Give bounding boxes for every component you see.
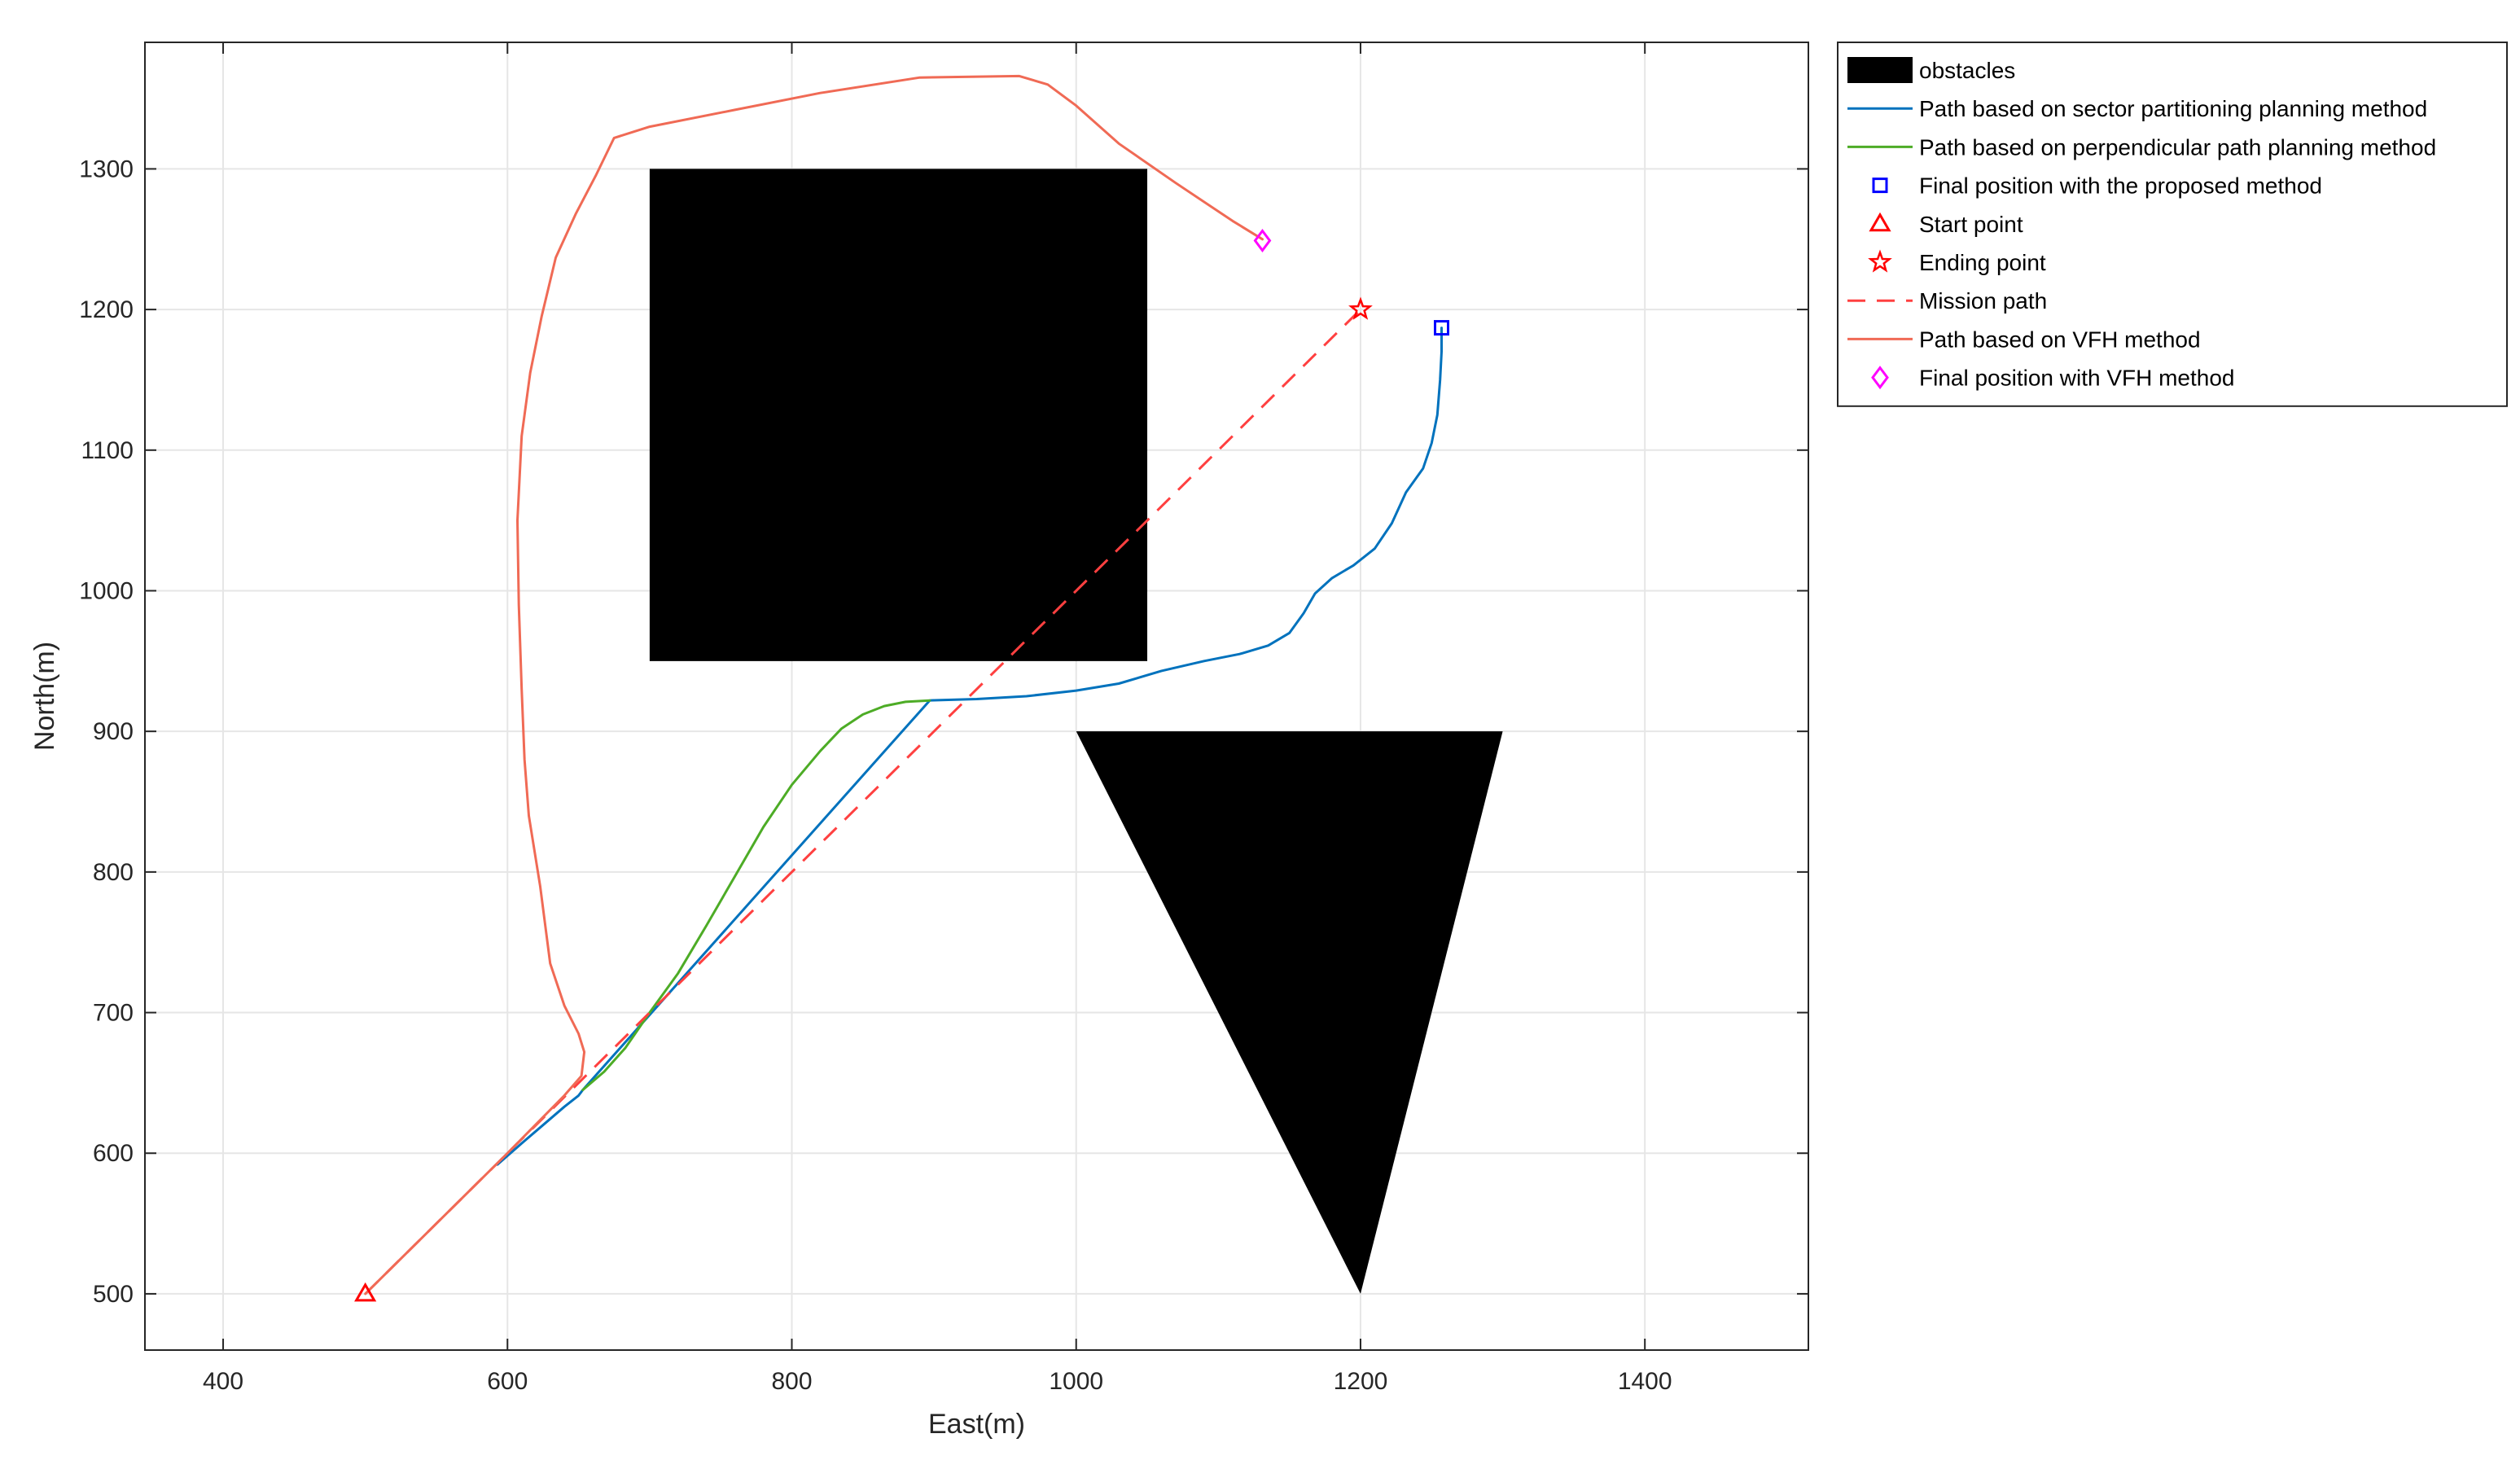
legend-item-obstacles: obstacles [1847, 57, 2015, 83]
series-vfh-line [364, 74, 1264, 1296]
legend-swatch [1868, 249, 1892, 273]
legend-label: Final position with VFH method [1919, 366, 2235, 391]
legend-box [1837, 42, 2508, 407]
legend-swatch [1871, 366, 1889, 390]
obstacle-rectangle [649, 169, 1148, 661]
series-perpendicular-line [581, 699, 931, 1091]
y-axis-label: North(m) [29, 642, 60, 751]
y-tick-label: 1000 [79, 577, 134, 604]
legend-label: obstacles [1919, 58, 2015, 83]
legend-swatch [1847, 57, 1913, 83]
y-tick-label: 700 [93, 1000, 134, 1027]
legend-label: Final position with the proposed method [1919, 173, 2322, 199]
legend-label: Start point [1919, 212, 2023, 237]
plot-frame [144, 42, 1809, 1351]
x-axis-label: East(m) [928, 1409, 1025, 1440]
y-tick-label: 500 [93, 1281, 134, 1308]
y-tick-label: 1200 [79, 296, 134, 323]
obstacle-triangle [1076, 731, 1503, 1294]
legend-label: Path based on VFH method [1919, 327, 2201, 352]
y-tick-label: 800 [93, 859, 134, 886]
x-tick-label: 1400 [1618, 1368, 1672, 1395]
x-tick-label: 800 [771, 1368, 812, 1395]
x-tick-label: 1200 [1334, 1368, 1388, 1395]
legend-item-final_vfh: Final position with VFH method [1871, 366, 2235, 391]
legend-label: Path based on perpendicular path plannin… [1919, 134, 2436, 160]
legend-item-sector: Path based on sector partitioning planni… [1847, 96, 2427, 121]
x-tick-label: 400 [203, 1368, 243, 1395]
x-tick-label: 1000 [1049, 1368, 1103, 1395]
markers [354, 228, 1449, 1302]
marker-final_proposed [1433, 320, 1449, 336]
marker-final_vfh [1253, 228, 1272, 252]
x-tick-label: 600 [487, 1368, 528, 1395]
marker-start [354, 1282, 377, 1302]
y-tick-label: 1100 [81, 437, 134, 464]
obstacles [649, 169, 1503, 1294]
legend-label: Ending point [1919, 250, 2046, 275]
legend-item-ending: Ending point [1868, 249, 2046, 275]
legend-swatch [1872, 178, 1888, 194]
legend-item-perpendicular: Path based on perpendicular path plannin… [1847, 134, 2436, 160]
legend-label: Mission path [1919, 288, 2047, 313]
legend-label: Path based on sector partitioning planni… [1919, 96, 2427, 121]
legend-item-final_proposed: Final position with the proposed method [1872, 173, 2322, 199]
series-sector-line [496, 327, 1443, 1166]
marker-ending [1348, 296, 1373, 320]
legend: obstacles Path based on sector partitioni… [1837, 42, 2508, 407]
y-tick-label: 600 [93, 1140, 134, 1167]
legend-swatch [1869, 212, 1891, 232]
ticks: 400 600 800 1000 1200 1400 500 600 700 800 900 1000… [79, 42, 1808, 1395]
legend-item-start: Start point [1869, 212, 2023, 237]
y-tick-label: 900 [93, 718, 134, 745]
y-tick-label: 1300 [79, 156, 134, 182]
legend-item-mission: Mission path [1847, 288, 2047, 313]
series-lines [364, 74, 1443, 1296]
legend-item-vfh: Path based on VFH method [1847, 327, 2201, 352]
